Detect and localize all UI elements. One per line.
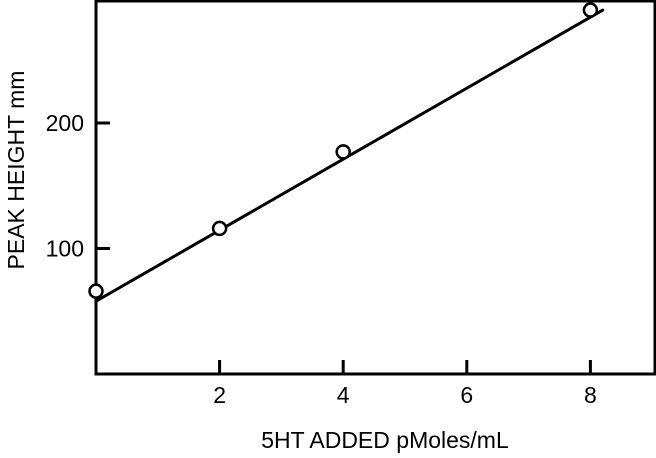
x-axis-ticks: 2 4 6 8: [213, 360, 597, 408]
data-point: [88, 283, 104, 299]
y-axis-ticks: 100 200: [46, 110, 110, 262]
data-point: [335, 144, 351, 160]
y-tick-label: 100: [46, 236, 84, 262]
y-tick-label: 200: [46, 110, 84, 136]
x-tick-label: 6: [460, 382, 473, 408]
y-axis-label: PEAK HEIGHT mm: [3, 71, 29, 270]
x-axis-label: 5HT ADDED pMoles/mL: [261, 427, 509, 453]
x-tick-label: 2: [213, 382, 226, 408]
data-point: [582, 2, 599, 18]
plot-frame: [94, 0, 656, 376]
x-tick-label: 4: [337, 382, 350, 408]
data-point: [211, 220, 228, 237]
plot-frame-group: [94, 0, 656, 376]
data-points: [88, 2, 599, 299]
x-tick-label: 8: [584, 382, 597, 408]
